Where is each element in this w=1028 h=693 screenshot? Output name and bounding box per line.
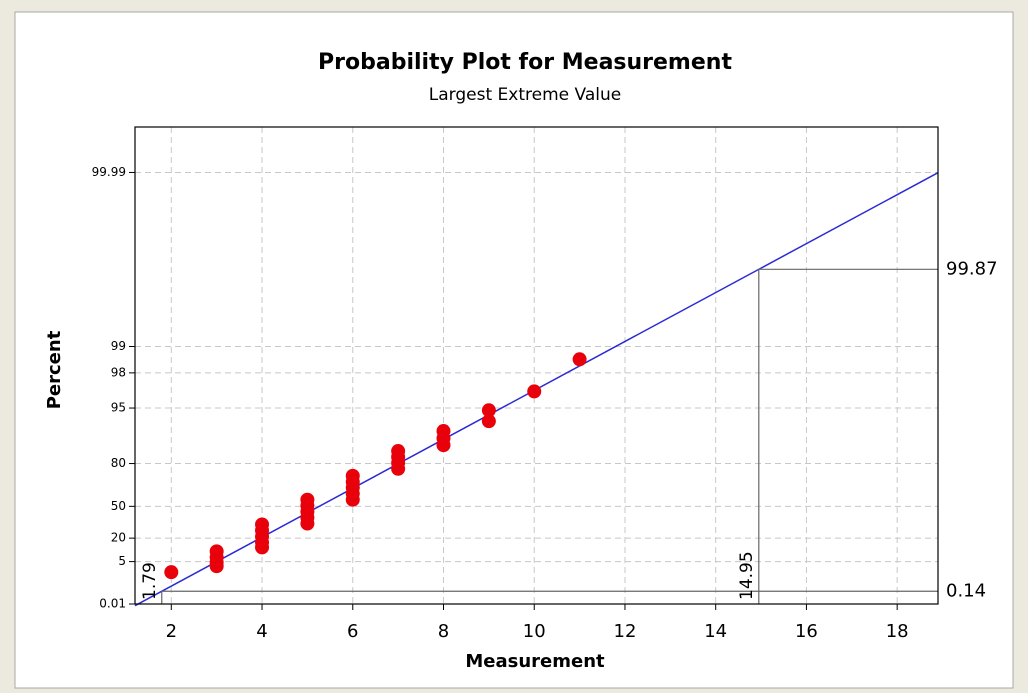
data-point [481, 403, 496, 418]
y-tick-label: 95 [111, 401, 126, 415]
x-tick-label: 10 [523, 621, 546, 642]
y-tick-label: 99.99 [92, 165, 126, 179]
data-point [345, 492, 360, 507]
data-point [481, 414, 496, 429]
data-point [255, 540, 270, 555]
x-tick-label: 4 [256, 621, 267, 642]
reference-x-label: 1.79 [140, 562, 160, 600]
reference-x-label: 14.95 [737, 551, 757, 600]
chart-subtitle: Largest Extreme Value [429, 85, 621, 105]
x-tick-label: 18 [886, 621, 909, 642]
plot-frame [134, 126, 939, 605]
data-point [572, 352, 587, 367]
panel [14, 11, 1014, 689]
reference-y-label: 99.87 [946, 258, 998, 279]
x-axis-label: Measurement [465, 651, 605, 672]
y-tick-label: 5 [118, 554, 126, 568]
data-point [164, 565, 179, 580]
data-point [391, 461, 406, 476]
x-tick-label: 6 [347, 621, 358, 642]
x-tick-label: 8 [438, 621, 449, 642]
y-tick-label: 20 [111, 531, 126, 545]
data-point [436, 438, 451, 453]
data-point [527, 384, 542, 399]
y-axis-label: Percent [44, 330, 65, 409]
y-tick-label: 99 [111, 339, 126, 353]
data-point [209, 559, 224, 574]
y-tick-label: 0.01 [99, 597, 126, 611]
x-tick-label: 16 [795, 621, 818, 642]
y-tick-label: 50 [111, 499, 126, 513]
data-point [300, 516, 315, 531]
x-tick-label: 12 [614, 621, 637, 642]
chart-title: Probability Plot for Measurement [318, 50, 732, 75]
y-tick-label: 98 [111, 365, 126, 379]
reference-y-label: 0.14 [946, 580, 986, 601]
x-tick-label: 14 [704, 621, 727, 642]
x-tick-label: 2 [166, 621, 177, 642]
y-tick-label: 80 [111, 456, 126, 470]
